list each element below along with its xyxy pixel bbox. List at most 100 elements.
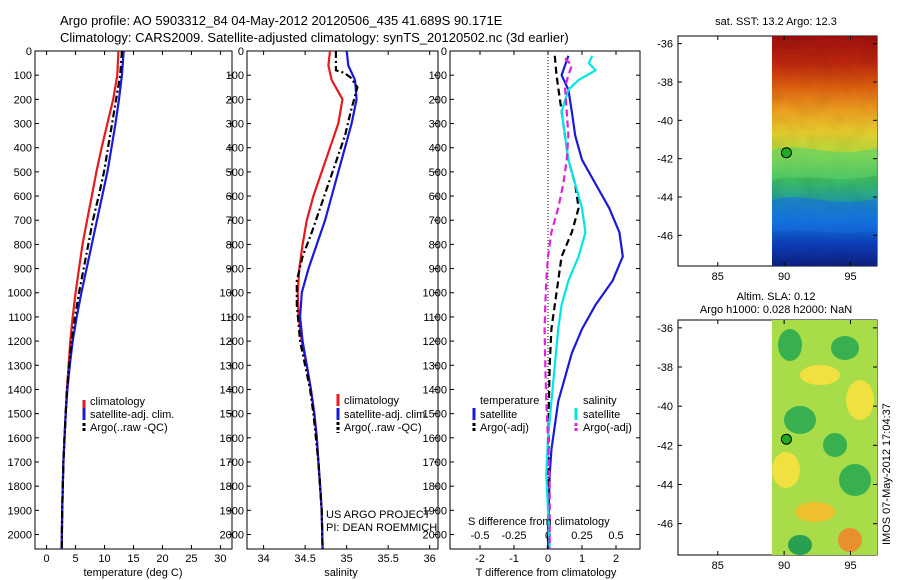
depth-tick-label: 1000 — [220, 288, 244, 300]
depth-tick-label: 100 — [14, 70, 32, 82]
sst-map-title: sat. SST: 13.2 Argo: 12.3 — [715, 16, 837, 28]
depth-tick-label: 800 — [226, 239, 244, 251]
temperature-panel-frame — [34, 50, 233, 550]
depth-tick-label: 300 — [429, 119, 447, 131]
depth-tick-label: 700 — [226, 215, 244, 227]
depth-tick-label: 1600 — [8, 433, 32, 445]
lon-tick-label: 90 — [778, 560, 790, 572]
imos-timestamp: IMOS 07-May-2012 17:04:37 — [881, 403, 893, 545]
depth-tick-label: 1500 — [220, 409, 244, 421]
series-line-temperature-satellite — [546, 55, 624, 550]
lon-tick-label: 95 — [844, 560, 856, 572]
sla-high-patch — [800, 365, 840, 385]
float-position-marker — [780, 433, 792, 445]
legend-label-satellite-adj: satellite-adj. clim. — [90, 409, 174, 421]
s-difference-tick-label: -0.25 — [501, 530, 526, 542]
x-tick-label: 15 — [127, 553, 139, 565]
lat-tick-label: -44 — [657, 480, 673, 492]
depth-tick-label: 1500 — [423, 409, 447, 421]
series-line-temperature-argo-adj — [546, 55, 580, 550]
series-line-satellite-adj-clim — [60, 50, 125, 550]
x-tick-label: 35 — [341, 553, 353, 565]
project-credit: US ARGO PROJECT — [326, 509, 431, 521]
legend-header-salinity: salinity — [583, 395, 617, 407]
salinity-axis-label: salinity — [324, 567, 358, 579]
depth-tick-label: 1000 — [423, 288, 447, 300]
figure-title-line2: Climatology: CARS2009. Satellite-adjuste… — [60, 30, 569, 45]
series-line-argo-raw-qc — [60, 50, 123, 550]
depth-tick-label: 900 — [429, 264, 447, 276]
depth-tick-label: 1200 — [423, 336, 447, 348]
depth-tick-label: 400 — [226, 143, 244, 155]
depth-tick-label: 0 — [26, 46, 32, 58]
x-tick-label: 2 — [613, 553, 619, 565]
float-position-marker — [780, 147, 792, 159]
legend-header-temperature: temperature — [480, 395, 539, 407]
depth-tick-label: 1400 — [423, 384, 447, 396]
depth-tick-label: 900 — [226, 264, 244, 276]
depth-tick-label: 100 — [429, 70, 447, 82]
t-difference-axis-label: T difference from climatology — [476, 567, 617, 579]
x-tick-label: 1 — [579, 553, 585, 565]
lon-tick-label: 85 — [712, 271, 724, 283]
depth-tick-label: 600 — [226, 191, 244, 203]
depth-tick-label: 0 — [441, 46, 447, 58]
sla-low-patch — [778, 329, 802, 361]
lat-tick-label: -40 — [657, 401, 673, 413]
depth-tick-label: 800 — [429, 239, 447, 251]
depth-tick-label: 700 — [14, 215, 32, 227]
depth-tick-label: 700 — [429, 215, 447, 227]
depth-tick-label: 1800 — [8, 481, 32, 493]
depth-tick-label: 1900 — [220, 505, 244, 517]
legend-label-sal-argo: Argo(-adj) — [583, 422, 632, 434]
depth-tick-label: 1400 — [8, 384, 32, 396]
depth-tick-label: 1700 — [8, 457, 32, 469]
depth-tick-label: 1300 — [220, 360, 244, 372]
depth-tick-label: 100 — [226, 70, 244, 82]
temperature-legend: climatology satellite-adj. clim. Argo(..… — [82, 396, 174, 434]
lat-tick-label: -38 — [657, 362, 673, 374]
legend-label-temp-argo: Argo(-adj) — [480, 422, 529, 434]
difference-legend: temperature salinity satellite Argo(-adj… — [472, 395, 632, 434]
depth-tick-label: 1100 — [220, 312, 244, 324]
sla-low-patch — [788, 535, 812, 555]
lat-tick-label: -36 — [657, 39, 673, 51]
lon-tick-label: 95 — [844, 271, 856, 283]
x-tick-label: 36 — [424, 553, 436, 565]
x-tick-label: -1 — [509, 553, 519, 565]
sla-high-patch — [795, 502, 835, 522]
sla-field — [772, 320, 877, 555]
series-line-argo-raw-qc — [295, 51, 359, 550]
x-tick-label: 20 — [156, 553, 168, 565]
series-line-climatology — [60, 50, 120, 550]
sla-steric-height-title: Argo h1000: 0.028 h2000: NaN — [700, 304, 852, 316]
depth-tick-label: 1700 — [423, 457, 447, 469]
lat-tick-label: -42 — [657, 154, 673, 166]
x-tick-label: 0 — [44, 553, 50, 565]
depth-tick-label: 800 — [14, 239, 32, 251]
depth-tick-label: 0 — [238, 46, 244, 58]
s-difference-label: S difference from climatology — [468, 516, 610, 528]
x-tick-label: 5 — [72, 553, 78, 565]
salinity-legend: climatology satellite-adj. clim. Argo(..… — [336, 394, 428, 434]
lat-tick-label: -38 — [657, 77, 673, 89]
depth-tick-label: 200 — [14, 94, 32, 106]
depth-tick-label: 600 — [429, 191, 447, 203]
depth-tick-label: 500 — [14, 167, 32, 179]
lat-tick-label: -40 — [657, 115, 673, 127]
depth-tick-label: 1700 — [220, 457, 244, 469]
x-tick-label: 34 — [257, 553, 269, 565]
depth-tick-label: 1100 — [423, 312, 447, 324]
series-line-salinity-satellite — [545, 55, 597, 550]
depth-tick-label: 1200 — [220, 336, 244, 348]
legend-label-argo: Argo(..raw -QC) — [90, 422, 168, 434]
legend-label-climatology: climatology — [344, 395, 400, 407]
series-line-salinity-argo-adj — [543, 57, 573, 549]
depth-tick-label: 1500 — [8, 409, 32, 421]
lat-tick-label: -42 — [657, 440, 673, 452]
depth-tick-label: 400 — [14, 143, 32, 155]
pi-credit: PI: DEAN ROEMMICH — [326, 522, 437, 534]
depth-tick-label: 2000 — [423, 529, 447, 541]
depth-tick-label: 300 — [226, 119, 244, 131]
